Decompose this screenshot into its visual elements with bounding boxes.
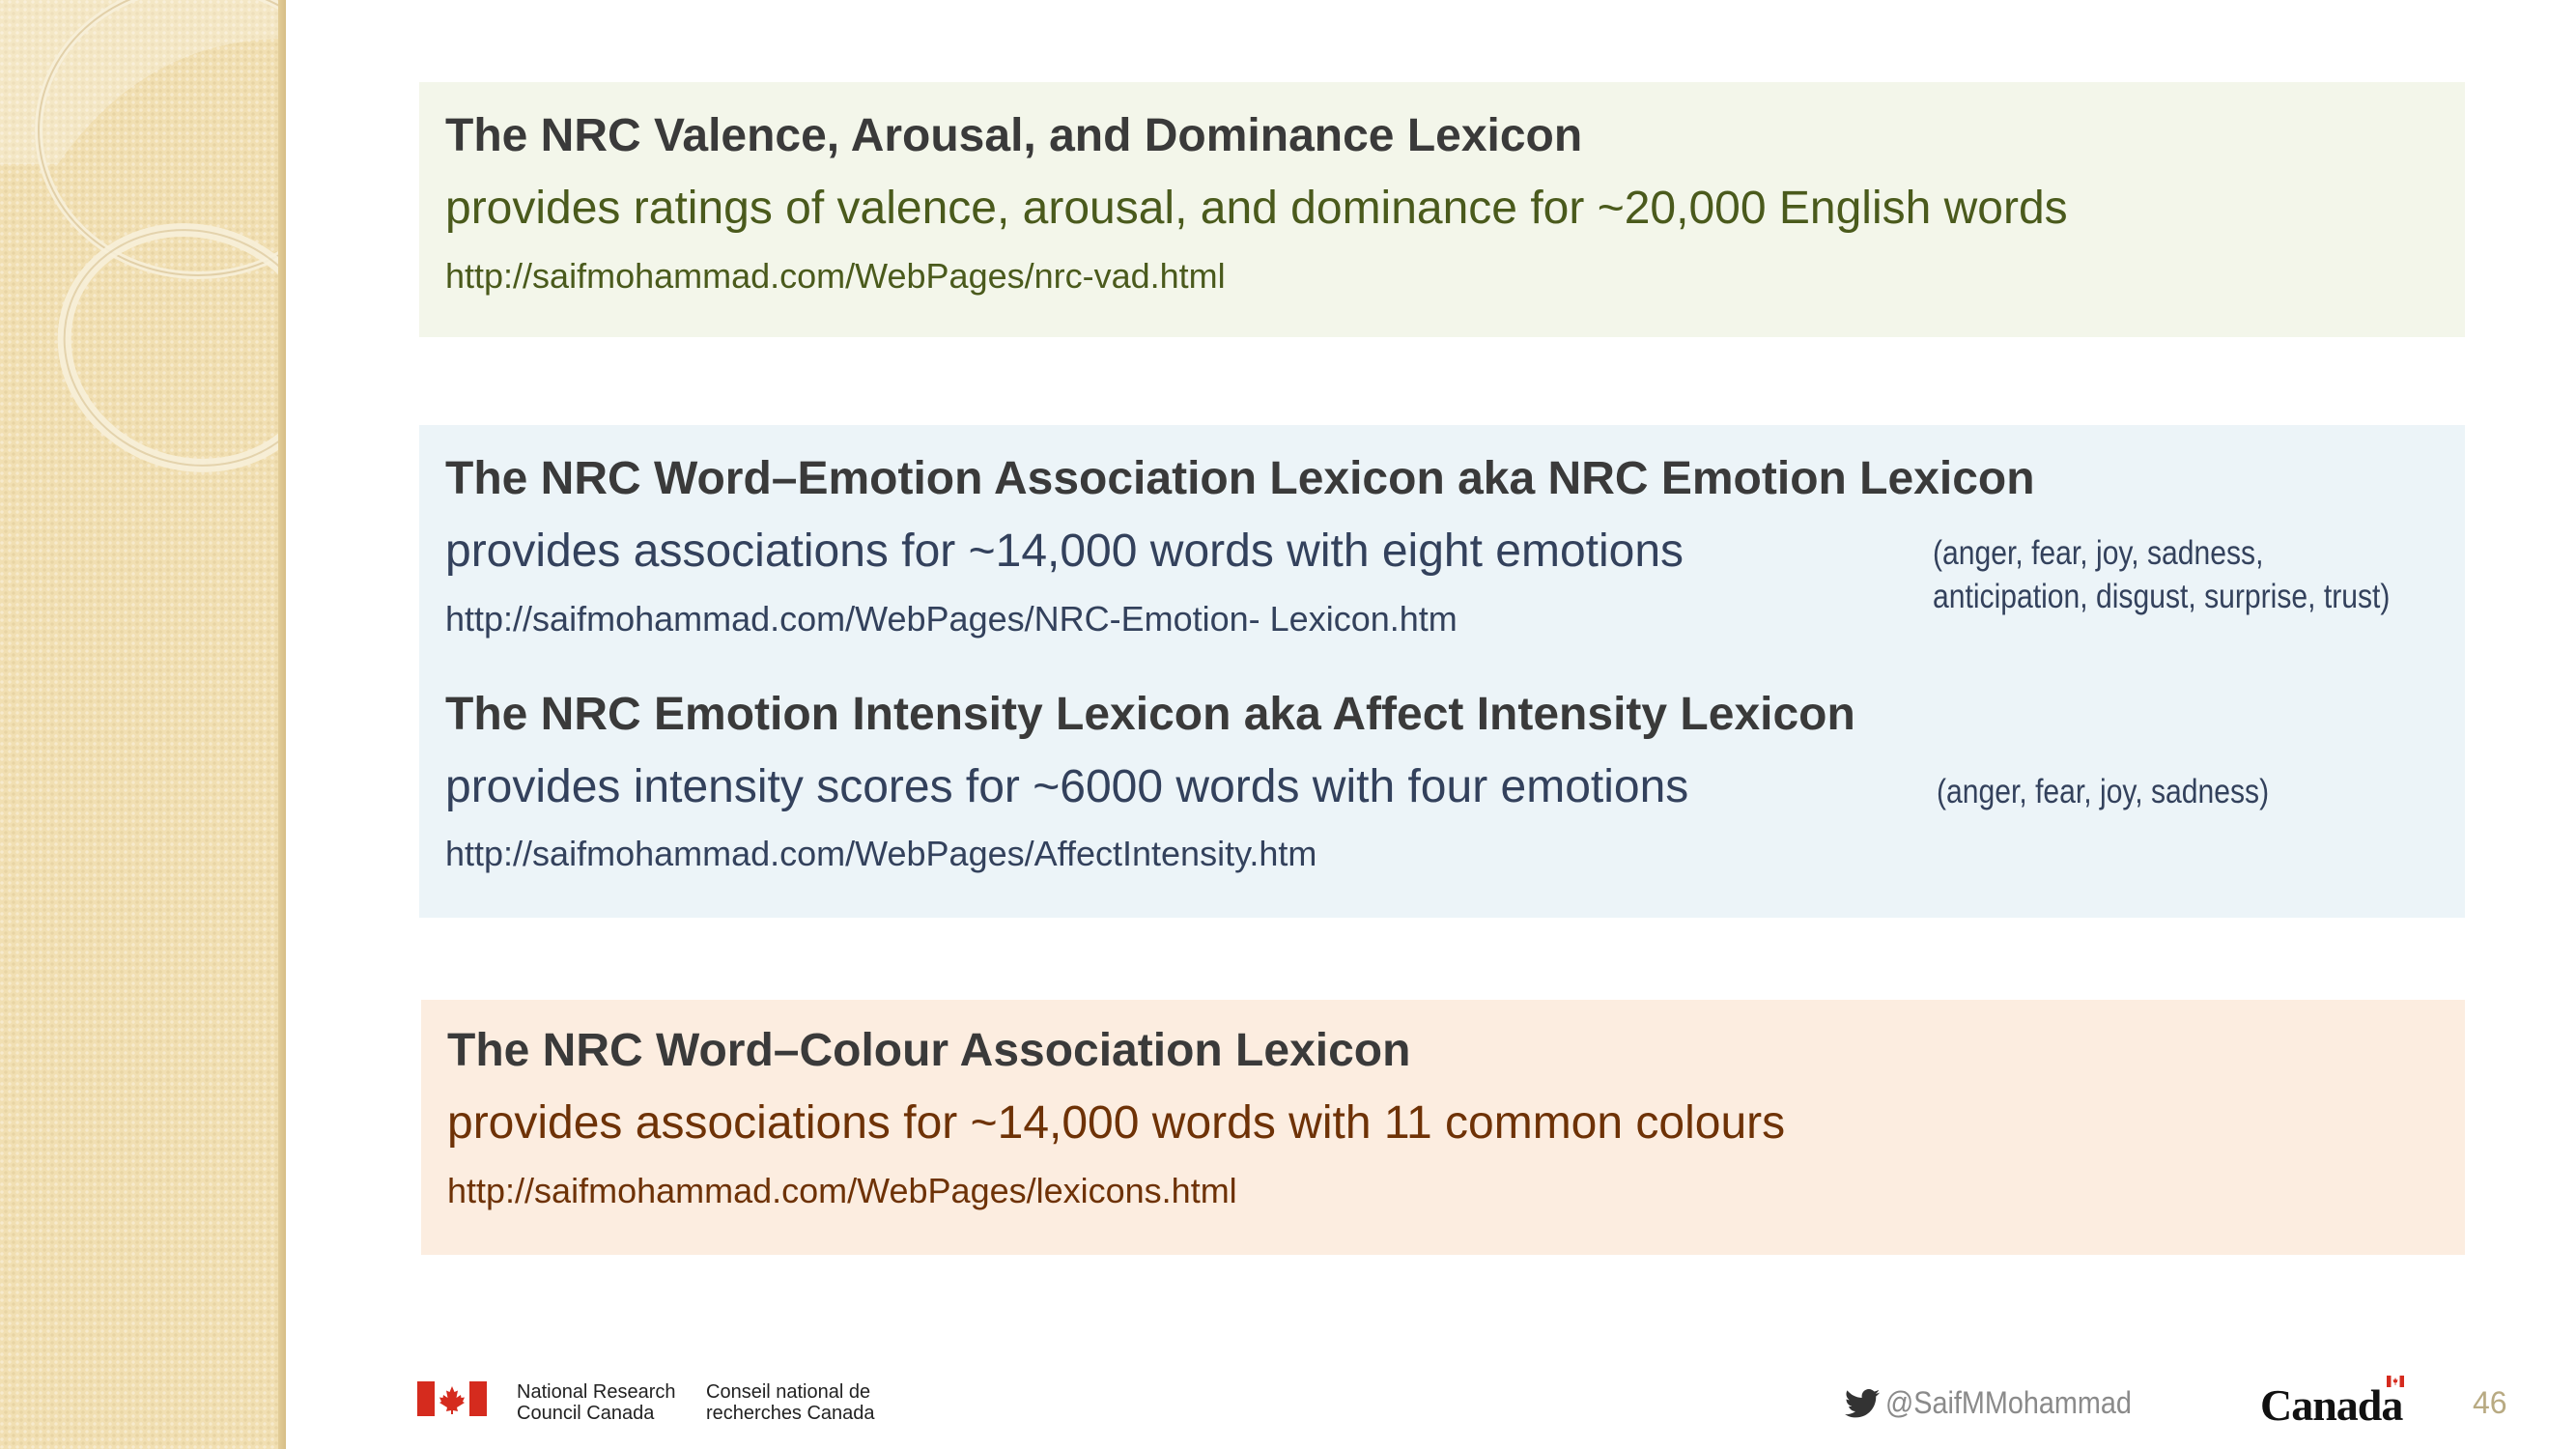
nrc-name-english: National Research Council Canada: [517, 1381, 676, 1424]
intensity-lexicon-description: provides intensity scores for ~6000 word…: [445, 761, 1689, 812]
vad-lexicon-link[interactable]: http://saifmohammad.com/WebPages/nrc-vad…: [445, 256, 1226, 296]
canada-wordmark-flag-icon: [2387, 1376, 2405, 1387]
vad-lexicon-description: provides ratings of valence, arousal, an…: [445, 183, 2068, 234]
vad-lexicon-title: The NRC Valence, Arousal, and Dominance …: [445, 110, 1583, 161]
intensity-lexicon-link[interactable]: http://saifmohammad.com/WebPages/AffectI…: [445, 834, 1317, 873]
decorative-side-strip: [0, 0, 286, 1449]
emotion-lexicons-box: The NRC Word–Emotion Association Lexicon…: [419, 425, 2465, 918]
canada-flag-icon: [417, 1381, 487, 1416]
emotion-lexicon-description: provides associations for ~14,000 words …: [445, 526, 1684, 577]
vad-lexicon-box: The NRC Valence, Arousal, and Dominance …: [419, 82, 2465, 337]
decorative-rings: [0, 0, 286, 472]
emotion-lexicon-title: The NRC Word–Emotion Association Lexicon…: [445, 453, 2035, 504]
slide-footer: National Research Council Canada Conseil…: [0, 1352, 2576, 1449]
colour-lexicon-link[interactable]: http://saifmohammad.com/WebPages/lexicon…: [447, 1171, 1237, 1210]
page-number: 46: [2473, 1385, 2507, 1420]
colour-lexicon-title: The NRC Word–Colour Association Lexicon: [447, 1025, 1411, 1076]
intensity-lexicon-title: The NRC Emotion Intensity Lexicon aka Af…: [445, 689, 1855, 740]
emotion-lexicon-link[interactable]: http://saifmohammad.com/WebPages/NRC-Emo…: [445, 599, 1458, 639]
twitter-bird-icon: [1845, 1388, 1880, 1417]
twitter-handle[interactable]: @SaifMMohammad: [1845, 1385, 2159, 1421]
twitter-handle-label: @SaifMMohammad: [1885, 1385, 2132, 1420]
intensity-emotions-note: (anger, fear, joy, sadness): [1937, 773, 2270, 810]
colour-lexicon-description: provides associations for ~14,000 words …: [447, 1097, 1786, 1149]
canada-wordmark: Canada: [2260, 1376, 2405, 1431]
emotion-list-note: (anger, fear, joy, sadness, anticipation…: [1933, 534, 2391, 615]
colour-lexicon-box: The NRC Word–Colour Association Lexicon …: [421, 1000, 2465, 1255]
nrc-name-french: Conseil national de recherches Canada: [706, 1381, 875, 1424]
